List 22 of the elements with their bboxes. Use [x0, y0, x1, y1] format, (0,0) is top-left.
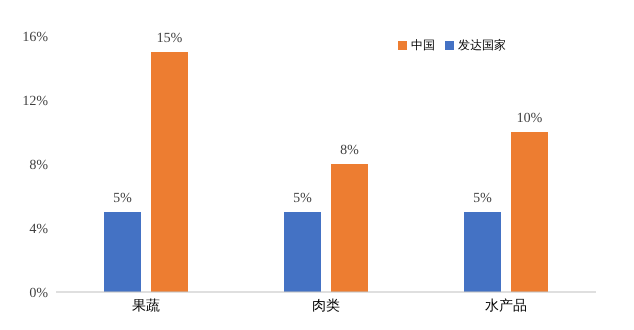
x-tick-label: 水产品 [485, 298, 527, 314]
bar [284, 212, 321, 292]
x-tick-label: 果蔬 [132, 298, 160, 314]
legend-label: 中国 [411, 38, 435, 52]
bar [151, 52, 188, 292]
data-label: 5% [473, 191, 492, 206]
legend-label: 发达国家 [458, 38, 506, 52]
data-label: 5% [293, 191, 312, 206]
x-tick-label: 肉类 [312, 298, 340, 314]
y-tick-label: 4% [29, 222, 48, 237]
data-label: 5% [113, 191, 132, 206]
bar [511, 132, 548, 292]
bar [104, 212, 141, 292]
bar [331, 164, 368, 292]
y-tick-label: 8% [29, 158, 48, 173]
data-label: 10% [516, 111, 543, 126]
y-tick-label: 12% [22, 94, 48, 109]
y-tick-label: 0% [29, 286, 48, 301]
data-label: 15% [156, 31, 183, 46]
y-tick-label: 16% [22, 30, 48, 45]
bar [464, 212, 501, 292]
data-label: 8% [340, 143, 360, 158]
